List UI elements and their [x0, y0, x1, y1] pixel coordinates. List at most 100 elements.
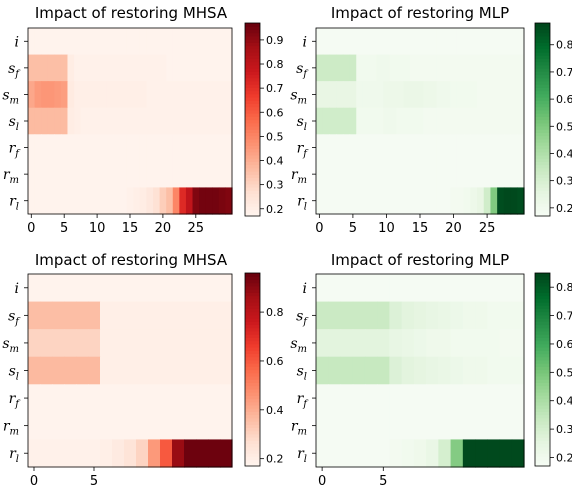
heatmap-cell — [369, 54, 377, 82]
heatmap-cell — [396, 28, 404, 56]
heatmap-cell — [517, 54, 525, 82]
heatmap-cell — [100, 301, 113, 330]
heatmap-cell — [100, 81, 108, 109]
heatmap-cell — [389, 160, 398, 189]
heatmap-cell — [41, 28, 49, 56]
heatmap-cell — [362, 107, 371, 135]
heatmap-cell — [212, 107, 220, 135]
colorbar-tick-label: 0.6 — [266, 355, 284, 368]
heatmap-cell — [148, 329, 161, 358]
heatmap-cell — [28, 356, 41, 385]
heatmap-cell — [377, 301, 391, 330]
heatmap-cell — [316, 411, 329, 441]
heatmap-cell — [112, 439, 125, 468]
colorbar-segment — [245, 125, 260, 130]
heatmap-cell — [146, 28, 154, 56]
colorbar-segment — [535, 90, 550, 95]
heatmap-cell — [463, 160, 471, 189]
heatmap-cell — [423, 28, 431, 56]
heatmap-cell — [490, 54, 498, 82]
heatmap-cell — [60, 81, 69, 109]
heatmap-cell — [220, 356, 233, 385]
heatmap-cell — [74, 54, 82, 82]
heatmap-cell — [196, 411, 209, 441]
heatmap-cell — [166, 107, 174, 135]
colorbar-segment — [245, 196, 260, 201]
heatmap-cell — [340, 439, 354, 468]
heatmap-cell — [362, 81, 371, 109]
heatmap-cell — [126, 134, 134, 162]
heatmap-cell — [413, 356, 427, 385]
colorbar-segment — [245, 459, 260, 464]
colorbar-segment — [245, 199, 260, 204]
heatmap-cell — [160, 301, 173, 330]
heatmap-cell — [185, 134, 194, 162]
heatmap-cell — [349, 81, 357, 109]
heatmap-cell — [456, 160, 465, 189]
heatmap-cell — [185, 54, 194, 82]
heatmap-cell — [146, 54, 154, 82]
colorbar-segment — [535, 109, 550, 114]
heatmap-cell — [463, 134, 471, 162]
heatmap-cell — [377, 439, 391, 468]
heatmap-cell — [40, 439, 53, 468]
colorbar-segment — [245, 71, 260, 76]
colorbar-segment — [535, 289, 550, 293]
heatmap-cell — [34, 160, 42, 189]
heatmap-cell — [172, 81, 180, 109]
heatmap-cell — [463, 54, 471, 82]
y-tick-label: rm — [291, 419, 307, 438]
colorbar-segment — [245, 414, 260, 419]
heatmap-cell — [225, 54, 233, 82]
heatmap-cell — [146, 187, 154, 215]
heatmap-cell — [47, 81, 55, 109]
colorbar-segment — [245, 109, 260, 114]
heatmap-cell — [64, 274, 77, 303]
colorbar-segment — [245, 135, 260, 140]
colorbar-segment — [535, 311, 550, 316]
colorbar-segment — [535, 103, 550, 108]
heatmap-cell — [28, 384, 41, 413]
heatmap-cell — [409, 160, 418, 189]
heatmap-cell — [41, 187, 49, 215]
heatmap-cell — [106, 54, 115, 82]
heatmap-cell — [450, 356, 464, 385]
colorbar-segment — [245, 289, 260, 293]
heatmap-cell — [208, 411, 221, 441]
heatmap-cell — [316, 81, 324, 109]
colorbar-segment — [535, 350, 550, 355]
heatmap-cell — [148, 384, 161, 413]
heatmap-cell — [362, 160, 371, 189]
x-tick-label: 20 — [445, 221, 462, 236]
heatmap-cell — [463, 187, 471, 215]
colorbar-segment — [245, 430, 260, 435]
heatmap-cell — [328, 411, 342, 441]
y-tick-label: i — [15, 34, 19, 50]
heatmap-cell — [205, 134, 213, 162]
heatmap-cell — [80, 187, 88, 215]
heatmap-cell — [503, 28, 512, 56]
heatmap-cell — [377, 384, 391, 413]
heatmap-cell — [146, 160, 154, 189]
heatmap-cell — [329, 81, 337, 109]
heatmap-cell — [377, 329, 391, 358]
heatmap-cell — [100, 384, 113, 413]
heatmap-cell — [316, 134, 324, 162]
heatmap-cell — [212, 28, 220, 56]
colorbar-segment — [535, 96, 550, 101]
colorbar-segment — [535, 122, 550, 127]
colorbar-segment — [245, 45, 260, 50]
heatmap-cell — [112, 411, 125, 441]
heatmap-cell — [80, 28, 88, 56]
colorbar-segment — [245, 369, 260, 374]
heatmap-cell — [87, 187, 95, 215]
colorbar-segment — [535, 440, 550, 445]
colorbar-segment — [535, 206, 550, 211]
heatmap-cell — [126, 28, 134, 56]
x-tick-label: 10 — [89, 221, 106, 236]
colorbar-segment — [535, 359, 550, 364]
heatmap-cell — [120, 160, 128, 189]
heatmap-cell — [54, 107, 62, 135]
heatmap-cell — [462, 329, 476, 358]
